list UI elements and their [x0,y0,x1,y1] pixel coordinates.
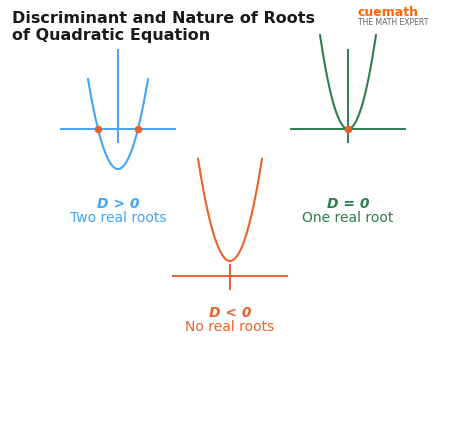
Text: D > 0: D > 0 [97,197,139,211]
Text: D = 0: D = 0 [327,197,369,211]
Text: One real root: One real root [302,211,394,225]
Text: THE MATH EXPERT: THE MATH EXPERT [358,18,428,27]
Text: Two real roots: Two real roots [70,211,166,225]
Text: D < 0: D < 0 [209,306,251,320]
Text: of Quadratic Equation: of Quadratic Equation [12,28,210,43]
Text: No real roots: No real roots [185,320,274,334]
Text: Discriminant and Nature of Roots: Discriminant and Nature of Roots [12,11,315,26]
Text: cuemath: cuemath [358,6,419,19]
